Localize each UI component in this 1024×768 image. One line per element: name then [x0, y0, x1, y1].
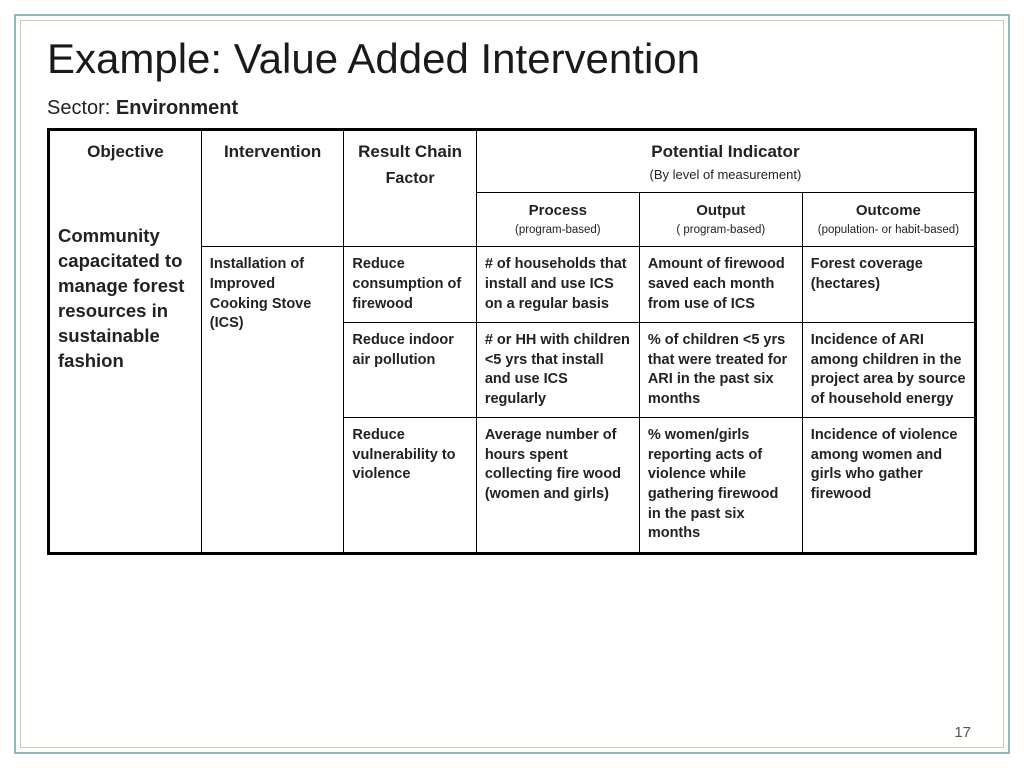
output-cell: Amount of firewood saved each month from… [639, 247, 802, 323]
objective-text: Community capacitated to manage forest r… [58, 225, 184, 371]
factor-cell: Reduce indoor air pollution [344, 323, 476, 418]
potential-indicator-label: Potential Indicator [651, 142, 799, 161]
potential-indicator-header: Potential Indicator (By level of measure… [476, 130, 975, 193]
outcome-cell: Forest coverage (hectares) [802, 247, 975, 323]
intervention-header: Intervention [201, 130, 344, 247]
output-header: Output ( program-based) [639, 192, 802, 246]
outcome-sub: (population- or habit-based) [811, 223, 966, 238]
sector-label: Sector: [47, 97, 110, 119]
header-row-1: Objective Community capacitated to manag… [49, 130, 976, 193]
page-number: 17 [954, 724, 971, 741]
intervention-table: Objective Community capacitated to manag… [47, 128, 977, 555]
outcome-label: Outcome [856, 202, 921, 219]
intervention-cell: Installation of Improved Cooking Stove (… [201, 247, 344, 553]
process-sub: (program-based) [485, 223, 631, 238]
sector-line: Sector: Environment [47, 97, 977, 120]
result-chain-sub: Factor [352, 169, 467, 190]
objective-cell: Objective Community capacitated to manag… [49, 130, 202, 554]
output-cell: % of children <5 yrs that were treated f… [639, 323, 802, 418]
result-chain-label: Result Chain [358, 142, 462, 161]
sector-value: Environment [116, 97, 238, 119]
process-header: Process (program-based) [476, 192, 639, 246]
process-cell: # or HH with children <5 yrs that instal… [476, 323, 639, 418]
outcome-header: Outcome (population- or habit-based) [802, 192, 975, 246]
output-cell: % women/girls reporting acts of violence… [639, 418, 802, 553]
result-chain-header: Result Chain Factor [344, 130, 476, 247]
outcome-cell: Incidence of ARI among children in the p… [802, 323, 975, 418]
outcome-cell: Incidence of violence among women and gi… [802, 418, 975, 553]
process-label: Process [529, 202, 587, 219]
factor-cell: Reduce vulnerability to violence [344, 418, 476, 553]
objective-header: Objective [58, 141, 193, 164]
process-cell: # of households that install and use ICS… [476, 247, 639, 323]
potential-indicator-sub: (By level of measurement) [485, 167, 966, 184]
output-sub: ( program-based) [648, 223, 794, 238]
slide-content: Example: Value Added Intervention Sector… [20, 20, 1004, 748]
slide-title: Example: Value Added Intervention [47, 35, 977, 83]
output-label: Output [696, 202, 745, 219]
process-cell: Average number of hours spent collecting… [476, 418, 639, 553]
factor-cell: Reduce consumption of firewood [344, 247, 476, 323]
